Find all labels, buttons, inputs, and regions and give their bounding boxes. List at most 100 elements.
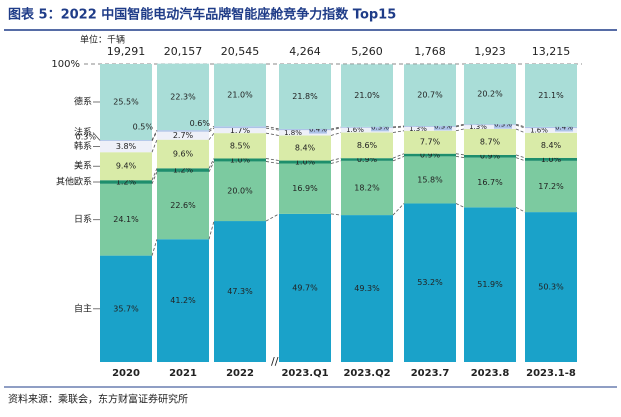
bar-segment <box>157 131 209 140</box>
connector <box>208 127 215 132</box>
connector <box>515 128 526 134</box>
value-label: 53.2% <box>417 278 443 287</box>
unit-label: 单位：千辆 <box>80 34 125 46</box>
connector <box>455 203 465 208</box>
legend-label: 自主 <box>74 302 92 314</box>
bar-segment <box>214 133 266 159</box>
value-label: 15.8% <box>417 175 443 184</box>
bar-segment <box>279 64 331 129</box>
connector <box>330 127 342 131</box>
bar-segment <box>525 128 577 133</box>
bar-segment <box>214 126 266 129</box>
x-tick-label: 2023.8 <box>471 368 510 379</box>
x-tick-label: 2022 <box>226 368 254 379</box>
bar-segment <box>464 124 516 126</box>
value-label: 3.8% <box>116 142 137 151</box>
connector <box>151 239 158 256</box>
bar-segment <box>464 157 516 208</box>
connector <box>330 160 342 164</box>
value-label: 0.3% <box>371 123 389 131</box>
value-label: 1.6% <box>530 126 548 134</box>
value-label: 50.3% <box>538 283 564 292</box>
value-label: 1.3% <box>409 125 427 133</box>
bar-segment <box>404 156 456 204</box>
bar-segment <box>100 152 152 181</box>
connector <box>330 126 342 130</box>
x-tick-label: 2023.7 <box>411 368 450 379</box>
bar-segment <box>341 64 393 127</box>
connector <box>392 203 405 216</box>
connector <box>515 123 526 128</box>
value-label: 0.9% <box>357 155 378 164</box>
connector <box>265 127 280 131</box>
value-label: 16.9% <box>292 184 318 193</box>
bar-segment <box>404 125 456 127</box>
connector <box>265 125 280 130</box>
chart-title: 图表 5：2022 中国智能电动汽车品牌智能座舱竞争力指数 Top15 <box>8 7 396 23</box>
value-label: 49.3% <box>354 284 380 293</box>
value-label: 22.3% <box>170 92 196 101</box>
bar-segment <box>404 153 456 157</box>
value-label: 20.7% <box>417 91 443 100</box>
value-label-bg <box>309 125 327 134</box>
connector <box>208 220 215 240</box>
value-label: 0.9% <box>480 152 501 161</box>
bar-segment <box>214 158 266 162</box>
value-label-bg <box>494 120 512 129</box>
x-tick-label: 2020 <box>112 368 140 379</box>
bar-segment <box>214 161 266 222</box>
value-label: 8.7% <box>480 137 501 146</box>
connector <box>330 132 342 136</box>
value-label: 8.4% <box>295 144 316 153</box>
x-tick-label: 2021 <box>169 368 197 379</box>
bar-segment <box>341 126 393 128</box>
value-label-bg <box>555 123 573 132</box>
legend-pointer <box>92 132 101 141</box>
bar-segment <box>279 163 331 214</box>
connector <box>151 129 158 141</box>
connector <box>515 124 526 129</box>
bar-segment <box>157 130 209 132</box>
connector <box>265 161 280 164</box>
bar-segment <box>100 139 152 141</box>
value-label: 0.6% <box>190 119 211 128</box>
connector <box>392 126 405 129</box>
legend-label: 其他欧系 <box>56 176 92 188</box>
connector <box>208 161 215 173</box>
value-label: 9.4% <box>116 162 137 171</box>
value-label: 21.0% <box>227 90 253 99</box>
bar-segment <box>525 212 577 362</box>
bar-segment <box>525 157 577 161</box>
connector <box>392 153 405 159</box>
value-label: 22.6% <box>170 201 196 210</box>
value-label: 1.8% <box>284 129 302 137</box>
connector <box>515 206 526 213</box>
value-label: 35.7% <box>113 304 139 313</box>
bar-segment <box>157 63 209 131</box>
bar-segment <box>157 168 209 172</box>
value-label: 7.7% <box>420 138 441 147</box>
value-label: 0.5% <box>133 123 154 132</box>
bar-segment <box>404 130 456 154</box>
bar-segment <box>464 125 516 129</box>
bar-segment <box>525 160 577 213</box>
axis-break: // <box>271 355 279 368</box>
bar-segment <box>100 140 152 153</box>
bar-segment <box>341 158 393 161</box>
total-label: 20,545 <box>221 45 260 58</box>
x-tick-label: 2023.1-8 <box>526 368 576 379</box>
total-label: 1,923 <box>474 45 506 58</box>
bar-segment <box>279 213 331 362</box>
bar-segment <box>341 160 393 216</box>
value-label: 0.3% <box>76 132 97 141</box>
bar-segment <box>404 126 456 131</box>
value-label: 21.0% <box>354 91 380 100</box>
bar-segment <box>214 128 266 134</box>
value-label: 18.2% <box>354 183 380 192</box>
bar-segment <box>100 183 152 256</box>
total-label: 4,264 <box>289 45 321 58</box>
value-label: 20.0% <box>227 187 253 196</box>
bar-segment <box>100 64 152 140</box>
legend-label: 韩系 <box>74 140 92 152</box>
